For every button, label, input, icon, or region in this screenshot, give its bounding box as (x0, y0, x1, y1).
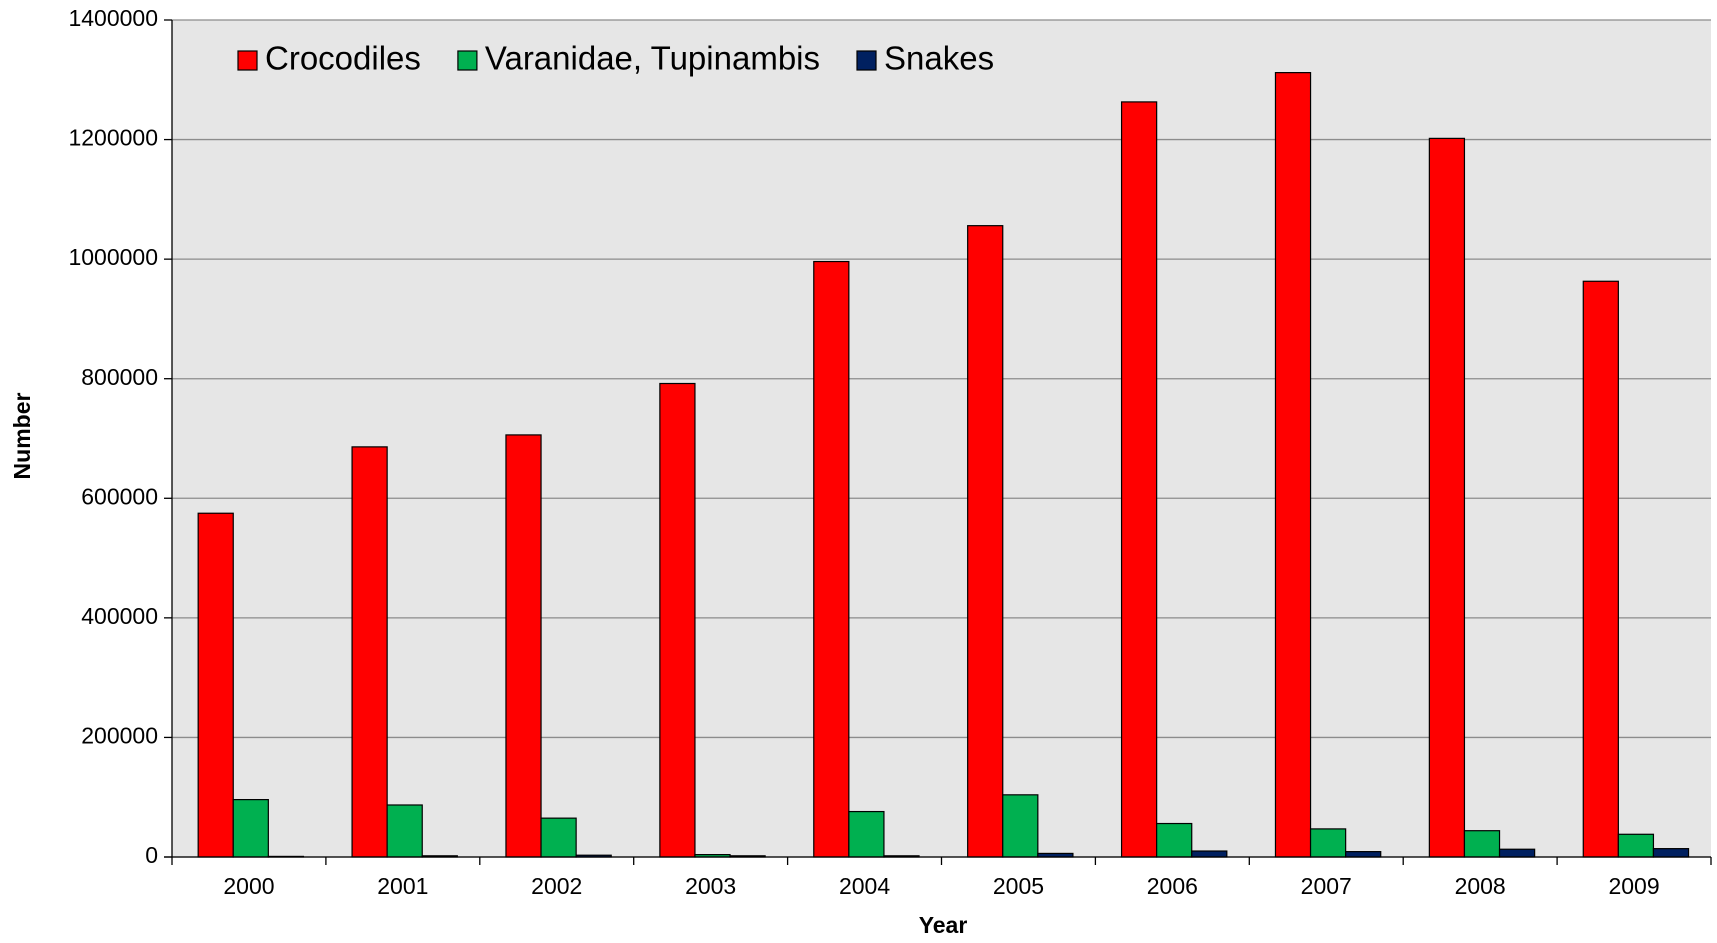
bar (232, 799, 269, 858)
x-tick-label: 2000 (223, 873, 274, 899)
bar (1191, 850, 1228, 858)
x-tick-label: 2003 (685, 873, 736, 899)
bar (1617, 833, 1655, 858)
bar (1002, 794, 1039, 858)
bar (1345, 851, 1382, 858)
bar (540, 817, 577, 858)
bar (1582, 280, 1619, 858)
legend-swatch (856, 50, 877, 71)
bar (1498, 848, 1536, 858)
bar (1156, 822, 1193, 858)
x-tick-label: 2006 (1147, 873, 1198, 899)
plot-area (172, 20, 1711, 857)
x-axis-label: Year (919, 912, 968, 938)
x-tick-label: 2009 (1608, 873, 1659, 899)
bar (386, 804, 423, 858)
y-tick-label: 400000 (81, 603, 158, 629)
x-tick-label: 2001 (377, 873, 428, 899)
bar (351, 446, 388, 858)
y-tick-label: 0 (145, 842, 158, 868)
bar (505, 434, 542, 858)
bar (1428, 137, 1466, 858)
bar (1463, 830, 1501, 858)
x-tick-label: 2005 (993, 873, 1044, 899)
bar (848, 810, 885, 858)
x-tick-label: 2007 (1301, 873, 1352, 899)
bar (813, 260, 850, 858)
bar (1309, 828, 1347, 858)
y-tick-label: 1400000 (68, 5, 158, 31)
bar (197, 512, 234, 858)
y-tick-label: 600000 (81, 483, 158, 509)
y-axis-label: Number (9, 393, 35, 480)
legend-swatch (237, 50, 258, 71)
y-tick-label: 1200000 (68, 125, 158, 151)
bar (659, 382, 696, 858)
legend-label: Varanidae, Tupinambis (485, 40, 820, 77)
x-tick-label: 2002 (531, 873, 582, 899)
y-tick-label: 200000 (81, 723, 158, 749)
legend-label: Crocodiles (265, 40, 421, 77)
legend-swatch (457, 50, 478, 71)
x-tick-label: 2008 (1455, 873, 1506, 899)
bar (1120, 101, 1158, 858)
y-tick-label: 800000 (81, 364, 158, 390)
bar (967, 225, 1004, 858)
bar (1652, 848, 1690, 858)
x-tick-label: 2004 (839, 873, 890, 899)
y-tick-label: 1000000 (68, 244, 158, 270)
legend-label: Snakes (884, 40, 994, 77)
bar (1274, 72, 1312, 858)
